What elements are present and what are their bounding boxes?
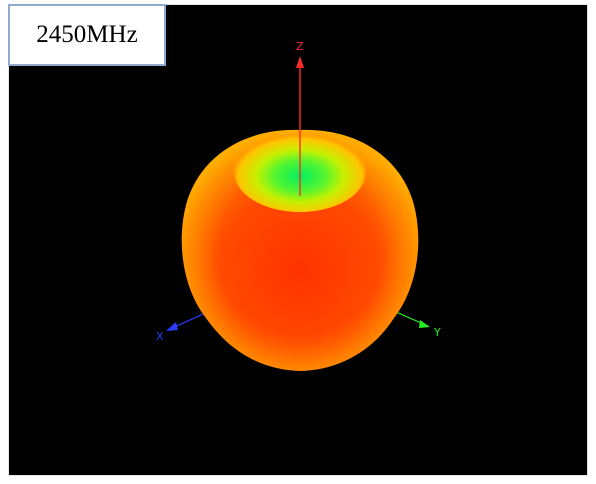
x-axis-label: X [156,330,164,343]
radiation-pattern-body [181,129,419,371]
z-axis-label: Z [296,40,304,53]
y-axis-label: Y [433,326,441,339]
frequency-label: 2450MHz [36,21,138,48]
frequency-label-box: 2450MHz [8,4,166,66]
z-axis: Z [296,40,304,196]
